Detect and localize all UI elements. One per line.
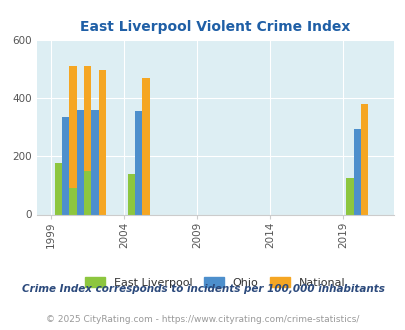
Bar xyxy=(77,110,84,214)
Title: East Liverpool Violent Crime Index: East Liverpool Violent Crime Index xyxy=(80,20,350,34)
Text: Crime Index corresponds to incidents per 100,000 inhabitants: Crime Index corresponds to incidents per… xyxy=(21,284,384,294)
Bar xyxy=(62,117,69,214)
Bar xyxy=(142,78,149,214)
Bar xyxy=(345,178,353,214)
Bar xyxy=(360,104,367,214)
Bar xyxy=(134,111,142,214)
Bar xyxy=(98,70,106,214)
Bar xyxy=(69,188,77,215)
Bar xyxy=(84,171,91,214)
Text: © 2025 CityRating.com - https://www.cityrating.com/crime-statistics/: © 2025 CityRating.com - https://www.city… xyxy=(46,315,359,324)
Bar xyxy=(69,66,77,214)
Bar xyxy=(353,128,360,214)
Legend: East Liverpool, Ohio, National: East Liverpool, Ohio, National xyxy=(81,273,349,292)
Bar xyxy=(91,110,98,214)
Bar xyxy=(84,66,91,214)
Bar xyxy=(55,163,62,214)
Bar xyxy=(127,174,134,214)
